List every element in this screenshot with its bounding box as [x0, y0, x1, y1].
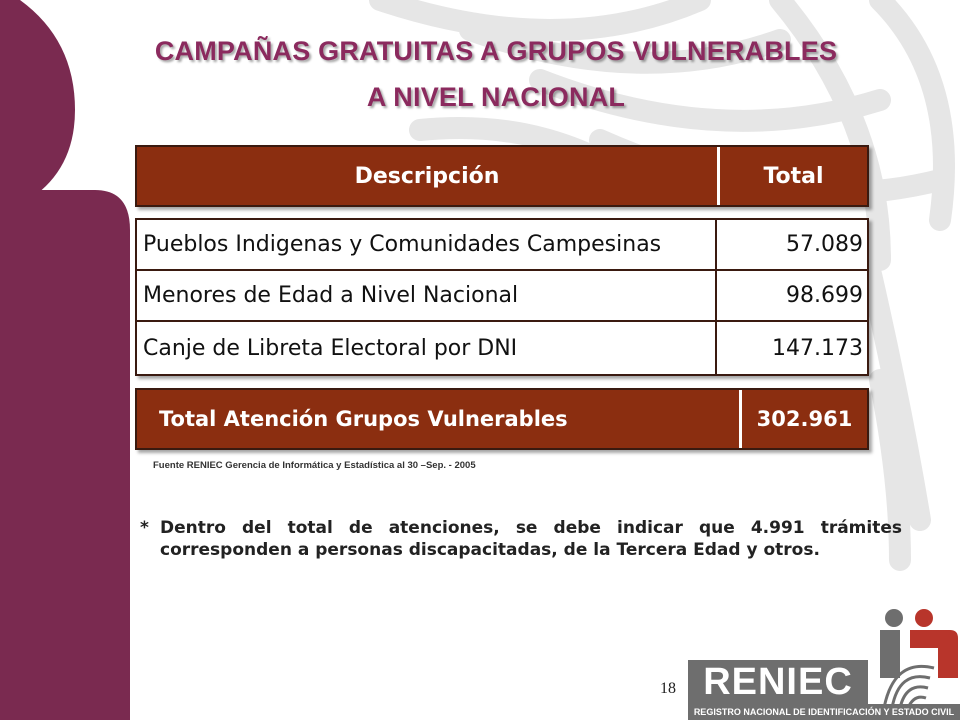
table-total-row: Total Atención Grupos Vulnerables 302.96…: [135, 388, 869, 450]
header-total: Total: [763, 163, 824, 189]
row-total: 147.173: [772, 335, 863, 361]
total-label: Total Atención Grupos Vulnerables: [137, 390, 742, 448]
page-number: 18: [660, 680, 676, 697]
page-title-line1: CAMPAÑAS GRATUITAS A GRUPOS VULNERABLES: [154, 36, 838, 66]
person-figure: [0, 0, 130, 720]
row-description: Menores de Edad a Nivel Nacional: [137, 271, 717, 320]
header-description: Descripción: [137, 147, 720, 205]
row-total: 98.699: [786, 283, 863, 308]
table-body: Pueblos Indigenas y Comunidades Campesin…: [135, 218, 869, 376]
table-row: Menores de Edad a Nivel Nacional 98.699: [137, 271, 867, 322]
row-description: Pueblos Indigenas y Comunidades Campesin…: [137, 220, 717, 269]
footnote: * Dentro del total de atenciones, se deb…: [140, 517, 902, 561]
source-note: Fuente RENIEC Gerencia de Informática y …: [153, 460, 476, 471]
logo-subtitle: REGISTRO NACIONAL DE IDENTIFICACIÓN Y ES…: [688, 704, 960, 720]
table-row: Pueblos Indigenas y Comunidades Campesin…: [137, 220, 867, 271]
row-total: 57.089: [786, 232, 863, 257]
page-title-line2: A NIVEL NACIONAL: [366, 82, 626, 112]
table-header: Descripción Total: [135, 145, 869, 207]
reniec-logo-icon: [880, 609, 958, 709]
total-value: 302.961: [756, 407, 853, 431]
footnote-marker: *: [140, 518, 149, 538]
row-description: Canje de Libreta Electoral por DNI: [137, 322, 717, 374]
footnote-text: Dentro del total de atenciones, se debe …: [160, 518, 902, 560]
logo-wordmark: RENIEC: [688, 660, 868, 704]
table-row: Canje de Libreta Electoral por DNI 147.1…: [137, 322, 867, 374]
